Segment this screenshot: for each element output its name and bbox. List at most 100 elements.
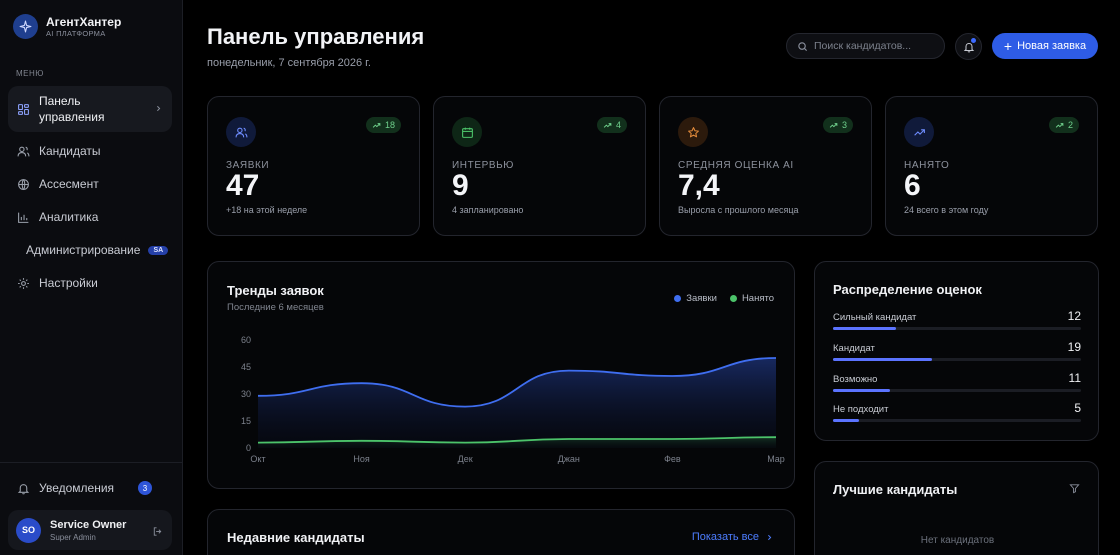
x-tick-label: Джан [558,454,580,464]
globe-icon [16,177,30,191]
chart-legend: Заявки Нанято [661,293,774,304]
user-role: Super Admin [50,532,96,542]
recent-candidates-panel: Недавние кандидаты Показать все [207,509,795,555]
legend-label: Нанято [741,293,774,304]
stat-value: 47 [226,169,260,202]
notifications-button[interactable] [955,33,982,60]
stat-card-interviews[interactable]: 4 ИНТЕРВЬЮ 9 4 запланировано [433,96,646,236]
legend-label: Заявки [686,293,717,304]
distribution-row[interactable]: Сильный кандидат 12 [833,309,1081,330]
logout-icon[interactable] [152,524,163,542]
sidebar-divider [0,462,183,463]
trending-up-icon [372,121,381,130]
x-tick-label: Ноя [353,454,370,464]
stat-label: ЗАЯВКИ [226,160,270,171]
notification-count-badge: 3 [138,481,152,495]
brand[interactable]: АгентХантер AI ПЛАТФОРМА [13,14,121,39]
plus-icon: + [1003,38,1013,54]
distribution-bar [833,358,933,361]
series-line-hired [257,436,777,444]
new-application-label: Новая заявка [1017,40,1087,52]
trend-value: 18 [384,120,395,130]
stat-subtext: +18 на этой неделе [226,205,308,215]
trending-up-icon [904,117,934,147]
stat-value: 6 [904,169,921,202]
distribution-value: 11 [1068,371,1081,385]
y-tick-label: 45 [241,362,251,372]
series-area-hired [258,437,776,448]
trends-panel: Тренды заявок Последние 6 месяцев Заявки… [207,261,795,489]
sidebar-item-administration[interactable]: Администрирование SA [8,241,172,259]
empty-state-text: Нет кандидатов [920,535,995,546]
x-tick-label: Мар [767,454,785,464]
sidebar-item-notifications[interactable]: Уведомления 3 [8,479,172,497]
stat-subtext: Выросла с прошлого месяца [678,205,799,215]
user-card[interactable]: SO Service Owner Super Admin [8,510,172,550]
sidebar-item-dashboard[interactable]: Панель управления [8,86,172,132]
show-all-label: Показать все [691,531,759,543]
y-tick-label: 0 [246,443,251,453]
sidebar-item-label: Аналитика [39,210,99,224]
legend-swatch [729,295,737,302]
trends-subtitle: Последние 6 месяцев [227,302,324,313]
legend-item-hired[interactable]: Нанято [729,293,774,304]
search-box[interactable] [786,33,945,59]
x-tick-label: Окт [250,454,265,464]
stat-label: НАНЯТО [904,160,950,171]
sidebar-item-settings[interactable]: Настройки [8,274,172,292]
sparkle-icon [13,14,38,39]
x-tick-label: Дек [458,454,473,464]
filter-icon[interactable] [1069,483,1080,494]
stat-card-applications[interactable]: 18 ЗАЯВКИ 47 +18 на этой неделе [207,96,420,236]
trend-chart: 0 15 30 45 60 Окт Ноя Дек Джан Фев Мар [241,335,785,464]
legend-item-applications[interactable]: Заявки [674,293,717,304]
chevron-right-icon [154,102,163,116]
distribution-bar [833,419,860,422]
distribution-row[interactable]: Кандидат 19 [833,340,1081,361]
avatar: SO [16,517,41,543]
trend-value: 3 [841,120,847,130]
brand-name: АгентХантер [46,14,122,29]
distribution-row[interactable]: Не подходит 5 [833,401,1081,422]
search-input[interactable] [814,40,934,52]
top-candidates-panel: Лучшие кандидаты Нет кандидатов [814,461,1099,555]
stat-subtext: 4 запланировано [452,205,524,215]
menu-label: МЕНЮ [16,69,44,78]
distribution-track [833,389,1081,392]
y-tick-label: 15 [241,416,251,426]
users-icon [16,144,30,158]
bell-icon [16,481,30,495]
legend-swatch [674,295,682,302]
y-tick-label: 30 [241,389,251,399]
dashboard-icon [16,102,30,116]
stat-card-ai-score[interactable]: 3 СРЕДНЯЯ ОЦЕНКА AI 7,4 Выросла с прошло… [659,96,872,236]
new-application-button[interactable]: + Новая заявка [992,33,1098,59]
trend-badge: 2 [1048,117,1079,133]
sidebar-item-analytics[interactable]: Аналитика [8,208,172,226]
distribution-bar [833,389,891,392]
brand-subtitle: AI ПЛАТФОРМА [46,28,106,38]
sidebar-item-label: Уведомления [39,481,115,495]
x-tick-label: Фев [664,454,681,464]
trend-value: 2 [1067,120,1073,130]
sidebar-item-candidates[interactable]: Кандидаты [8,142,172,160]
distribution-value: 19 [1067,340,1081,354]
page-title: Панель управления [207,24,425,49]
bar-chart-icon [16,210,30,224]
sidebar-item-assessment[interactable]: Ассесмент [8,175,172,193]
trend-badge: 3 [822,117,853,133]
distribution-row[interactable]: Возможно 11 [833,371,1081,392]
calendar-icon [452,117,482,147]
sidebar-item-label: Кандидаты [39,144,101,158]
stat-card-hired[interactable]: 2 НАНЯТО 6 24 всего в этом году [885,96,1098,236]
distribution-track [833,419,1081,422]
bell-icon [963,41,975,53]
recent-candidates-title: Недавние кандидаты [227,530,365,545]
unread-dot [971,38,976,43]
search-icon [797,41,808,52]
stat-label: СРЕДНЯЯ ОЦЕНКА AI [678,160,794,171]
top-candidates-title: Лучшие кандидаты [833,482,958,497]
trend-badge: 4 [596,117,627,133]
trend-value: 4 [615,120,621,130]
show-all-link[interactable]: Показать все [692,531,774,543]
